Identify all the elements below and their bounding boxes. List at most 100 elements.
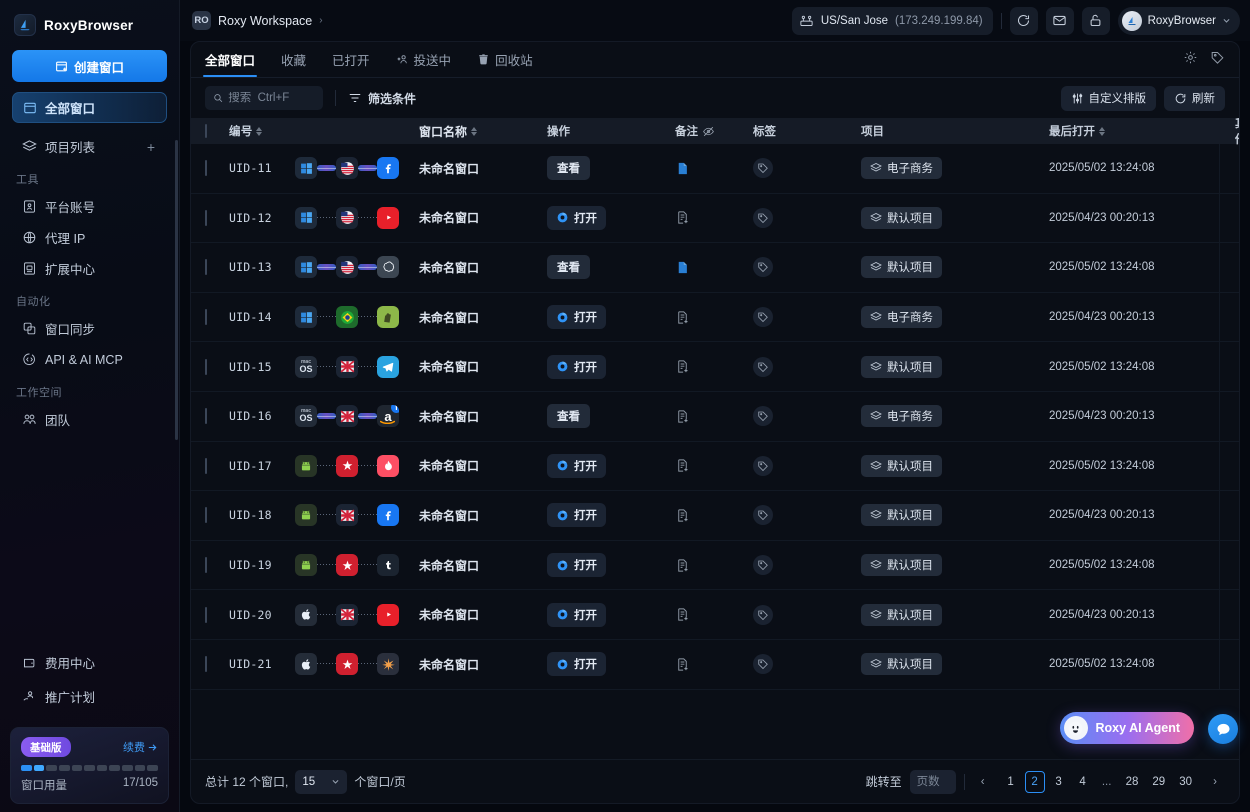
open-button[interactable]: 打开 [547, 453, 606, 478]
header-last-open[interactable]: 最后打开 [1049, 123, 1219, 139]
sidebar-item-project-list[interactable]: 项目列表 + [12, 131, 167, 162]
add-project-button[interactable]: + [146, 138, 155, 155]
mail-icon[interactable] [1045, 6, 1074, 35]
row-checkbox[interactable] [205, 507, 207, 524]
row-tag-button[interactable] [753, 158, 773, 179]
project-badge[interactable]: 默认项目 [861, 653, 942, 676]
open-button[interactable]: 打开 [547, 305, 606, 330]
row-checkbox[interactable] [205, 209, 207, 226]
filter-button[interactable]: 筛选条件 [348, 90, 416, 107]
table-row[interactable]: UID-15 mac OS 未命名窗口 打开 [191, 342, 1239, 392]
row-checkbox[interactable] [205, 656, 207, 673]
bookmark-icon[interactable] [1236, 161, 1239, 175]
open-button[interactable]: 打开 [547, 503, 606, 528]
row-checkbox[interactable] [205, 557, 207, 574]
project-badge[interactable]: 默认项目 [861, 206, 942, 229]
tab-recycle-bin[interactable]: 回收站 [477, 50, 533, 77]
header-number[interactable]: 编号 [229, 123, 295, 139]
remark-filled-icon[interactable] [675, 161, 690, 176]
sort-icon[interactable] [471, 126, 478, 136]
page-number-button[interactable]: 4 [1079, 775, 1086, 788]
row-tag-button[interactable] [753, 505, 773, 526]
prev-page-button[interactable]: ‹ [980, 775, 985, 788]
add-remark-icon[interactable] [675, 558, 690, 573]
sidebar-scrollbar[interactable] [175, 140, 178, 440]
row-checkbox[interactable] [205, 309, 207, 326]
jump-page-input[interactable] [909, 769, 956, 794]
table-row[interactable]: UID-21 未命名窗口 打开 [191, 639, 1239, 690]
row-checkbox[interactable] [205, 606, 207, 623]
bookmark-icon[interactable] [1236, 310, 1239, 324]
row-checkbox[interactable] [205, 259, 207, 276]
bookmark-icon[interactable] [1236, 508, 1239, 522]
row-tag-button[interactable] [753, 207, 773, 228]
next-page-button[interactable]: › [1213, 775, 1217, 788]
add-remark-icon[interactable] [675, 310, 690, 325]
bookmark-icon[interactable] [1236, 608, 1239, 622]
add-remark-icon[interactable] [675, 409, 690, 424]
chat-icon[interactable] [1208, 714, 1238, 744]
project-badge[interactable]: 默认项目 [861, 504, 942, 527]
renew-link[interactable]: 续费 [123, 739, 158, 755]
bookmark-icon[interactable] [1236, 360, 1239, 374]
row-tag-button[interactable] [753, 555, 773, 576]
unlock-icon[interactable] [1081, 6, 1110, 35]
add-remark-icon[interactable] [675, 657, 690, 672]
refresh-button[interactable]: 刷新 [1164, 85, 1225, 111]
sidebar-item-promotion-plan[interactable]: 推广计划 [12, 679, 167, 713]
add-remark-icon[interactable] [675, 607, 690, 622]
sidebar-item-fee-center[interactable]: 费用中心 [12, 645, 167, 679]
breadcrumb[interactable]: RO Roxy Workspace › [192, 11, 323, 30]
sidebar-item-extension-center[interactable]: 扩展中心 [12, 253, 167, 284]
row-tag-button[interactable] [753, 406, 773, 427]
table-row[interactable]: UID-11 未命名窗口 查看 电子商务 2025/05/02 13:24:08 [191, 144, 1239, 194]
gear-icon[interactable] [1183, 50, 1198, 65]
bookmark-icon[interactable] [1236, 558, 1239, 572]
tab-all-windows[interactable]: 全部窗口 [202, 50, 258, 77]
search-box[interactable] [205, 86, 323, 110]
row-tag-button[interactable] [753, 356, 773, 377]
page-number-button[interactable]: 3 [1055, 775, 1062, 788]
table-row[interactable]: UID-12 未命名窗口 打开 [191, 193, 1239, 244]
user-menu[interactable]: RoxyBrowser [1117, 6, 1240, 35]
page-size-select[interactable]: 15 [295, 769, 348, 794]
project-badge[interactable]: 默认项目 [861, 256, 942, 279]
bookmark-icon[interactable] [1236, 459, 1239, 473]
view-button[interactable]: 查看 [547, 156, 590, 181]
sidebar-item-team[interactable]: 团队 [12, 404, 167, 435]
table-row[interactable]: UID-19 未命名窗口 打开 [191, 540, 1239, 591]
bookmark-icon[interactable] [1236, 657, 1239, 671]
row-tag-button[interactable] [753, 455, 773, 476]
bookmark-icon[interactable] [1236, 211, 1239, 225]
open-button[interactable]: 打开 [547, 354, 606, 379]
bookmark-icon[interactable] [1236, 260, 1239, 274]
sidebar-item-api-ai-mcp[interactable]: API & AI MCP [12, 344, 167, 375]
sidebar-item-platform-account[interactable]: 平台账号 [12, 191, 167, 222]
tag-icon[interactable] [1210, 50, 1225, 65]
project-badge[interactable]: 默认项目 [861, 355, 942, 378]
open-button[interactable]: 打开 [547, 553, 606, 578]
row-tag-button[interactable] [753, 604, 773, 625]
page-number-button[interactable]: 30 [1179, 775, 1192, 788]
sort-icon[interactable] [256, 126, 263, 136]
row-tag-button[interactable] [753, 307, 773, 328]
sidebar-item-proxy-ip[interactable]: 代理 IP [12, 222, 167, 253]
view-button[interactable]: 查看 [547, 404, 590, 429]
location-chip[interactable]: US/San Jose (173.249.199.84) [791, 6, 993, 35]
eye-off-icon[interactable] [702, 125, 715, 138]
tab-opened[interactable]: 已打开 [332, 50, 370, 77]
create-window-button[interactable]: 创建窗口 [12, 50, 167, 82]
row-checkbox[interactable] [205, 160, 207, 177]
add-remark-icon[interactable] [675, 458, 690, 473]
table-row[interactable]: UID-17 未命名窗口 打开 [191, 441, 1239, 492]
add-remark-icon[interactable] [675, 359, 690, 374]
header-window-name[interactable]: 窗口名称 [419, 123, 547, 140]
project-badge[interactable]: 默认项目 [861, 603, 942, 626]
view-button[interactable]: 查看 [547, 255, 590, 280]
sort-icon[interactable] [1099, 126, 1105, 136]
sidebar-item-all-windows[interactable]: 全部窗口 [12, 92, 167, 123]
open-button[interactable]: 打开 [547, 602, 606, 627]
project-badge[interactable]: 电子商务 [861, 157, 942, 180]
tab-favorites[interactable]: 收藏 [281, 50, 306, 77]
